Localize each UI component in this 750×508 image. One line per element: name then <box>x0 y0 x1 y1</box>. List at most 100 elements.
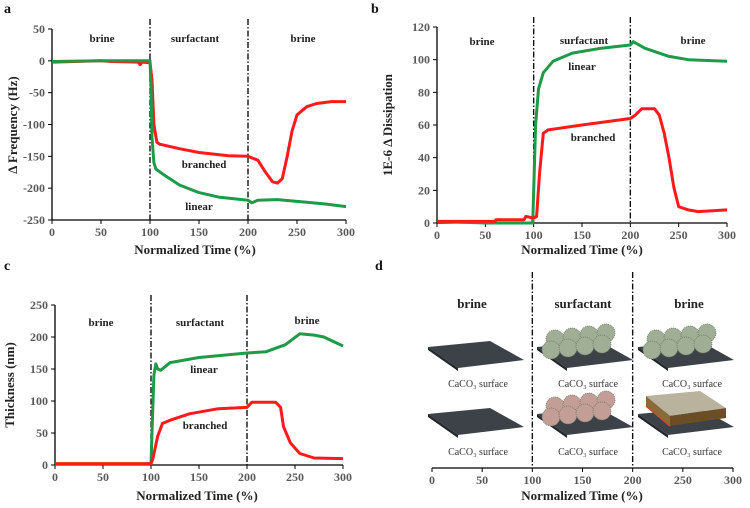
x-tick-label: 0 <box>434 228 440 242</box>
surface-label: CaCO₃ surface <box>448 447 508 458</box>
phase-label: surfactant <box>560 35 609 47</box>
micelle-icon <box>541 340 561 360</box>
y-tick-label: 50 <box>33 22 45 36</box>
series-line-branched <box>51 59 346 185</box>
surface-schematic <box>428 408 524 438</box>
phase-label: surfactant <box>176 317 225 329</box>
x-axis-title-d: Normalized Time (%) <box>521 488 643 503</box>
phase-label: brine <box>294 315 319 327</box>
x-tick-label: 250 <box>286 470 304 484</box>
phase-label: brine <box>88 317 113 329</box>
y-axis-title-a: Δ Frequency (Hz) <box>5 76 20 173</box>
x-tick-label: 100 <box>142 470 160 484</box>
panel-letter-c: c <box>4 259 10 274</box>
series-label-branched: branched <box>571 132 616 144</box>
x-tick-label: 100 <box>523 473 541 487</box>
x-tick-label: 150 <box>573 228 591 242</box>
micelle-icon <box>575 336 595 356</box>
micelle-icon <box>676 336 696 356</box>
panel-letter-b: b <box>371 2 379 17</box>
phase-label: surfactant <box>171 33 220 45</box>
x-tick-label: 50 <box>479 228 491 242</box>
plate-edge <box>428 414 458 438</box>
micelle-icon <box>575 403 595 423</box>
phase-label: brine <box>674 296 704 311</box>
series-label-linear: linear <box>185 201 213 213</box>
y-tick-label: -50 <box>29 86 45 100</box>
micelle-icon <box>659 338 679 358</box>
x-axis-title-c: Normalized Time (%) <box>136 488 258 503</box>
series-label-linear: linear <box>568 61 596 73</box>
x-axis-title-b: Normalized Time (%) <box>521 242 643 257</box>
panel-letter-d: d <box>375 259 383 274</box>
phase-label: brine <box>89 33 114 45</box>
panel-letter-a: a <box>4 2 11 17</box>
chart-panel-d: 0 50 100 150 200 250 300 brine surfactant brine Ca… <box>428 272 742 487</box>
surface-schematic <box>428 341 524 371</box>
micelle-icon <box>693 334 713 354</box>
series-label-branched: branched <box>183 420 228 432</box>
plate-edge <box>428 347 458 371</box>
x-tick-label: 150 <box>190 225 208 239</box>
surface-schematic <box>537 323 633 371</box>
x-tick-label: 50 <box>95 225 107 239</box>
y-tick-label: 100 <box>412 53 430 67</box>
y-tick-label: 40 <box>418 151 430 165</box>
y-tick-label: 0 <box>424 216 430 230</box>
phase-label: surfactant <box>554 296 612 311</box>
y-tick-label: 100 <box>30 394 48 408</box>
surfactant-layer-top-icon <box>646 391 726 416</box>
x-tick-label: 200 <box>621 228 639 242</box>
micelle-icon <box>558 338 578 358</box>
y-tick-label: 80 <box>418 85 430 99</box>
x-tick-label: 200 <box>239 225 257 239</box>
caco3-plate-icon <box>428 408 524 435</box>
y-tick-label: 120 <box>412 20 430 34</box>
y-tick-label: 0 <box>42 458 48 472</box>
y-tick-label: 0 <box>39 54 45 68</box>
surface-label: CaCO₃ surface <box>448 379 508 390</box>
phase-label: brine <box>290 33 315 45</box>
series-line-linear <box>55 332 344 466</box>
chart-panel-a: 0 50 100 150 200 250 300 -250 -200 -150 -100 -50 0 50… <box>23 19 355 239</box>
series-line-linear <box>51 59 347 209</box>
x-tick-label: 300 <box>337 225 355 239</box>
y-tick-label: 60 <box>418 118 430 132</box>
x-tick-label: 150 <box>190 470 208 484</box>
series-line-linear <box>436 40 728 225</box>
chart-panel-c: 0 50 100 150 200 250 300 0 50 100 150 200 250 brine su… <box>30 295 352 484</box>
surface-label: CaCO₃ surface <box>662 447 722 458</box>
layer-edge <box>645 405 671 427</box>
surface-schematic <box>537 390 633 438</box>
series-line-branched <box>55 400 344 466</box>
phase-label: brine <box>457 296 487 311</box>
y-tick-label: -100 <box>23 118 45 132</box>
surface-label: CaCO₃ surface <box>558 447 618 458</box>
surface-label: CaCO₃ surface <box>662 379 722 390</box>
x-tick-label: 100 <box>141 225 159 239</box>
series-label-linear: linear <box>190 364 218 376</box>
y-axis-title-b: 1E-6 Δ Dissipation <box>380 73 395 176</box>
x-tick-label: 100 <box>525 228 543 242</box>
surfactant-layer-front-icon <box>670 408 726 426</box>
x-tick-label: 250 <box>288 225 306 239</box>
series-label-branched: branched <box>182 159 227 171</box>
surface-schematic <box>638 323 734 371</box>
micelle-icon <box>592 401 612 421</box>
x-tick-label: 0 <box>49 225 55 239</box>
y-tick-label: -200 <box>23 181 45 195</box>
x-tick-label: 0 <box>52 470 58 484</box>
surface-label: CaCO₃ surface <box>558 379 618 390</box>
x-tick-label: 0 <box>429 473 435 487</box>
micelle-icon <box>642 340 662 360</box>
series-line-branched <box>437 107 728 223</box>
phase-label: brine <box>469 36 494 48</box>
surface-schematic <box>638 391 734 438</box>
x-tick-label: 300 <box>724 473 742 487</box>
x-tick-label: 300 <box>334 470 352 484</box>
x-tick-label: 200 <box>238 470 256 484</box>
micelle-icon <box>541 407 561 427</box>
caco3-plate-icon <box>428 341 524 368</box>
x-tick-label: 250 <box>674 473 692 487</box>
